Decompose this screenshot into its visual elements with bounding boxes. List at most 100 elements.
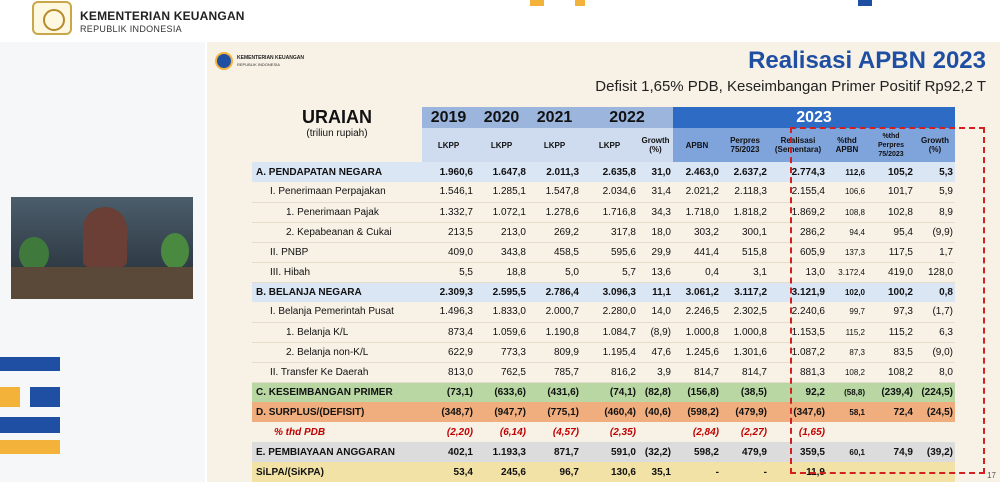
- table-cell: 1.547,8: [528, 182, 581, 203]
- table-cell: 8,0: [915, 362, 955, 383]
- table-cell: 213,0: [475, 222, 528, 243]
- uraian-header: URAIAN: [302, 107, 372, 127]
- table-cell: 303,2: [673, 222, 721, 243]
- table-cell: 112,6: [827, 162, 867, 182]
- year-header: 2021: [528, 107, 581, 128]
- table-cell: (224,5): [915, 382, 955, 402]
- table-cell: 2.302,5: [721, 302, 769, 323]
- table-cell: 108,2: [827, 362, 867, 383]
- table-row: % thd PDB (2,20) (6,14) (4,57) (2,35) (2,84) (…: [252, 422, 955, 442]
- table-cell: 1.332,7: [422, 202, 475, 223]
- table-cell: 95,4: [867, 222, 915, 243]
- row-label: D. SURPLUS/(DEFISIT): [252, 402, 422, 422]
- table-cell: 53,4: [422, 462, 475, 482]
- table-cell: 1.153,5: [769, 322, 827, 343]
- table-cell: (598,2): [673, 402, 721, 422]
- table-cell: 343,8: [475, 242, 528, 263]
- table-cell: 1.000,8: [673, 322, 721, 343]
- table-cell: 1,7: [915, 242, 955, 263]
- table-cell: 87,3: [827, 342, 867, 363]
- table-cell: 773,3: [475, 342, 528, 363]
- table-cell: 83,5: [867, 342, 915, 363]
- table-cell: 359,5: [769, 442, 827, 462]
- table-cell: 5,9: [915, 182, 955, 203]
- table-row: E. PEMBIAYAAN ANGGARAN 402,1 1.193,3 871,7 5…: [252, 442, 955, 462]
- table-cell: (2,20): [446, 426, 473, 438]
- table-cell: 2.118,3: [721, 182, 769, 203]
- table-cell: 1.301,6: [721, 342, 769, 363]
- column-subheader: LKPP: [475, 128, 528, 162]
- table-cell: (239,4): [867, 382, 915, 402]
- table-cell: 1.193,3: [475, 442, 528, 462]
- table-cell: 1.087,2: [769, 342, 827, 363]
- row-label: I. Belanja Pemerintah Pusat: [252, 302, 422, 323]
- table-cell: 2.034,6: [581, 182, 638, 203]
- plant-icon: [19, 237, 49, 271]
- table-cell: (2,35): [609, 426, 636, 438]
- decor-shape: [30, 387, 60, 407]
- table-cell: 1.072,1: [475, 202, 528, 223]
- table-cell: 29,9: [638, 242, 673, 263]
- table-cell: (1,65): [798, 426, 825, 438]
- speaker-video-thumbnail[interactable]: [11, 197, 193, 299]
- table-cell: [827, 462, 867, 482]
- unit-label: (triliun rupiah): [306, 128, 368, 139]
- page-number: 17: [987, 471, 996, 480]
- table-cell: 1.818,2: [721, 202, 769, 223]
- ministry-name: KEMENTERIAN KEUANGAN: [80, 9, 245, 23]
- table-cell: 409,0: [422, 242, 475, 263]
- table-cell: 31,0: [638, 162, 673, 182]
- decor-shape: [0, 357, 60, 371]
- desk: [11, 267, 193, 299]
- column-subheader: LKPP: [581, 128, 638, 162]
- table-cell: 605,9: [769, 242, 827, 263]
- table-cell: 809,9: [528, 342, 581, 363]
- table-cell: 245,6: [475, 462, 528, 482]
- table-cell: 441,4: [673, 242, 721, 263]
- table-cell: 1.190,8: [528, 322, 581, 343]
- table-row: A. PENDAPATAN NEGARA 1.960,6 1.647,8 2.011,…: [252, 162, 955, 182]
- row-label: II. Transfer Ke Daerah: [252, 362, 422, 383]
- table-cell: 18,8: [475, 262, 528, 283]
- table-cell: 2.637,2: [721, 162, 769, 182]
- table-cell: (40,6): [638, 402, 673, 422]
- table-cell: 317,8: [581, 222, 638, 243]
- table-cell: 5,0: [528, 262, 581, 283]
- table-cell: 1.245,6: [673, 342, 721, 363]
- row-label: I. Penerimaan Perpajakan: [252, 182, 422, 203]
- decor-shape: [0, 387, 20, 407]
- table-cell: 5,7: [581, 262, 638, 283]
- table-cell: 591,0: [581, 442, 638, 462]
- table-cell: 18,0: [638, 222, 673, 243]
- decor-shape: [530, 0, 544, 6]
- table-cell: 13,6: [638, 262, 673, 283]
- table-cell: 595,6: [581, 242, 638, 263]
- table-cell: 108,8: [827, 202, 867, 223]
- table-cell: (460,4): [581, 402, 638, 422]
- table-cell: 5,3: [915, 162, 955, 182]
- table-cell: (775,1): [528, 402, 581, 422]
- table-cell: 97,3: [867, 302, 915, 323]
- table-cell: 2.463,0: [673, 162, 721, 182]
- row-label: 1. Belanja K/L: [252, 322, 422, 343]
- column-subheader: %thd Perpres 75/2023: [867, 128, 915, 162]
- table-cell: 622,9: [422, 342, 475, 363]
- table-cell: 2.635,8: [581, 162, 638, 182]
- table-cell: (479,9): [721, 402, 769, 422]
- table-cell: 1.647,8: [475, 162, 528, 182]
- table-cell: (73,1): [422, 382, 475, 402]
- table-cell: (348,7): [422, 402, 475, 422]
- ministry-emblem-icon: [32, 1, 72, 35]
- table-cell: 814,7: [673, 362, 721, 383]
- table-cell: (32,2): [638, 442, 673, 462]
- table-row: 2. Belanja non-K/L 622,9 773,3 809,9 1.195,4…: [252, 342, 955, 363]
- table-cell: 35,1: [638, 462, 673, 482]
- table-cell: 5,5: [422, 262, 475, 283]
- table-cell: (58,8): [827, 382, 867, 402]
- column-subheader: %thd APBN: [827, 128, 867, 162]
- slide-emblem-icon: [215, 52, 233, 70]
- table-cell: [827, 422, 867, 442]
- table-cell: [915, 422, 955, 442]
- row-label: SiLPA/(SiKPA): [252, 462, 422, 482]
- table-cell: 871,7: [528, 442, 581, 462]
